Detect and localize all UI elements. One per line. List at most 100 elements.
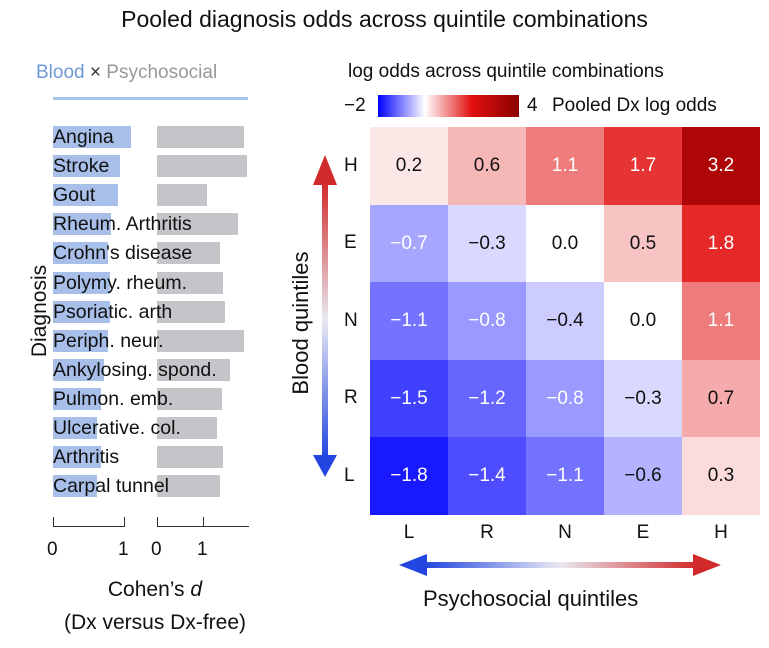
tick-label-psy-0: 0 [151, 539, 162, 560]
bar-blood [53, 417, 98, 439]
x-axis-label-symbol: d [190, 578, 203, 601]
bar-psychosocial [157, 213, 238, 236]
tick-label-blood-1: 1 [118, 539, 129, 560]
heatmap-cell: 0.2 [370, 127, 448, 205]
heatmap-cell-label: −0.8 [546, 387, 584, 409]
blood-quintile-tick: E [344, 232, 357, 254]
x-axis-sublabel: (Dx versus Dx-free) [63, 611, 247, 634]
heatmap-cell-label: −0.4 [546, 310, 584, 331]
heatmap-cell: −1.5 [370, 359, 448, 437]
heatmap-cell-label: 0.5 [629, 232, 657, 254]
heatmap-cell-label: −1.4 [468, 465, 506, 486]
heatmap-cell: 0.5 [604, 204, 682, 282]
heatmap-cell-label: −1.8 [390, 465, 428, 486]
heatmap-cell-label: −0.7 [390, 232, 428, 254]
heatmap-cell: 1.1 [526, 127, 604, 205]
bar-psychosocial [157, 155, 247, 178]
diagnosis-label: Pulmon. emb. [53, 387, 174, 410]
diagnosis-label: Rheum. Arthritis [53, 213, 192, 236]
blood-quintile-tick: N [344, 309, 358, 331]
arrow-down-head [313, 455, 337, 477]
bar-blood [53, 155, 121, 178]
legend-underline [53, 97, 248, 100]
heatmap-cell-label: −1.1 [390, 310, 428, 331]
bar-psychosocial [157, 446, 224, 469]
heatmap-cell: −1.1 [526, 437, 604, 515]
heatmap-cell-label: 1.1 [551, 155, 579, 176]
tick-label-blood-0: 0 [47, 539, 58, 560]
heatmap-cell: 0.7 [682, 359, 760, 437]
heatmap-cell-label: 1.7 [629, 155, 657, 176]
x-axis-label-text: Cohen’s [107, 578, 185, 601]
heatmap-cell-label: 0.6 [473, 155, 501, 176]
blood-quintile-tick: H [344, 154, 358, 176]
heatmap-cell: −0.6 [604, 437, 682, 515]
diagnosis-label: Periph. neur. [53, 329, 164, 352]
heatmap-cell-label: 0.3 [707, 465, 735, 486]
diagnosis-label: Ulcerative. col. [53, 417, 181, 439]
bar-blood [53, 184, 119, 207]
bar-psychosocial [157, 184, 207, 207]
x-axis-label: Cohen’s d [40, 578, 270, 602]
diagnosis-label: Stroke [53, 155, 110, 178]
heatmap-cell: −0.8 [448, 282, 526, 360]
colorbar [378, 95, 519, 117]
axis-tick-blood-0 [53, 517, 54, 527]
axis-tick-psy-1 [203, 517, 204, 527]
bar-blood [53, 387, 102, 410]
heatmap-cell: 0.0 [604, 282, 682, 360]
axis-tick-blood-1 [124, 517, 125, 527]
heatmap-cell-label: −1.1 [546, 465, 584, 486]
heatmap-cell-label: 3.2 [707, 155, 735, 176]
arrow-shaft-horizontal [425, 562, 695, 568]
heatmap-cell-label: 0.2 [395, 155, 423, 176]
axis-line-blood [53, 526, 124, 527]
heatmap-cell-label: 1.8 [707, 232, 735, 254]
heatmap-cell: 3.2 [682, 127, 760, 205]
psychosocial-quintile-tick: R [480, 522, 494, 543]
heatmap-cell-label: 1.1 [707, 310, 735, 331]
diagnosis-label: Angina [53, 126, 114, 148]
colorbar-min-label: −2 [344, 95, 366, 116]
bar-psychosocial [157, 271, 224, 294]
heatmap-cell-label: −0.3 [468, 232, 506, 254]
bar-psychosocial [157, 475, 221, 498]
diagnosis-label: Psoriatic. arth [53, 300, 173, 323]
psychosocial-quintiles-label: Psychosocial quintiles [423, 586, 639, 611]
bar-psychosocial [157, 417, 217, 439]
bar-psychosocial [157, 387, 222, 410]
bar-blood [53, 329, 109, 352]
bar-psychosocial [157, 329, 245, 352]
blood-quintile-tick: L [344, 464, 355, 486]
blood-quintiles-label: Blood quintiles [288, 251, 313, 395]
heatmap-cell: 1.7 [604, 127, 682, 205]
arrow-shaft-vertical [322, 183, 328, 457]
heatmap-cell-label: −0.3 [624, 387, 662, 409]
heatmap-cell-label: −0.6 [624, 465, 662, 486]
bar-blood [53, 271, 110, 294]
heatmap-cell-label: −1.2 [468, 387, 506, 409]
blood-arrow [313, 155, 337, 477]
diagnosis-label: Ankylosing. spond. [53, 358, 217, 381]
psychosocial-quintile-tick: E [636, 522, 650, 543]
bar-psychosocial [157, 300, 226, 323]
heatmap-cell-label: 0.0 [629, 310, 657, 331]
heatmap-cell: 0.6 [448, 127, 526, 205]
heatmap-cell: −1.4 [448, 437, 526, 515]
bar-psychosocial [157, 242, 221, 265]
heatmap-cell-label: −0.8 [468, 310, 506, 331]
heatmap-cell: −0.3 [604, 359, 682, 437]
diagnosis-label: Crohn's disease [53, 242, 193, 265]
bar-legend: Blood × Psychosocial [36, 62, 217, 84]
tick-label-psy-1: 1 [197, 539, 208, 560]
axis-tick-psy-0 [157, 517, 158, 527]
heatmap-cell: 0.3 [682, 437, 760, 515]
bar-panel: Angina Stroke Gout Rheum. Arthritis Crohn's … [0, 0, 300, 648]
arrow-right-head [693, 554, 721, 576]
bar-blood [53, 475, 98, 498]
heatmap-cell-label: 0.0 [551, 232, 579, 254]
bar-blood [53, 213, 112, 236]
psychosocial-quintile-tick: H [714, 522, 728, 543]
heatmap-cell: −1.8 [370, 437, 448, 515]
